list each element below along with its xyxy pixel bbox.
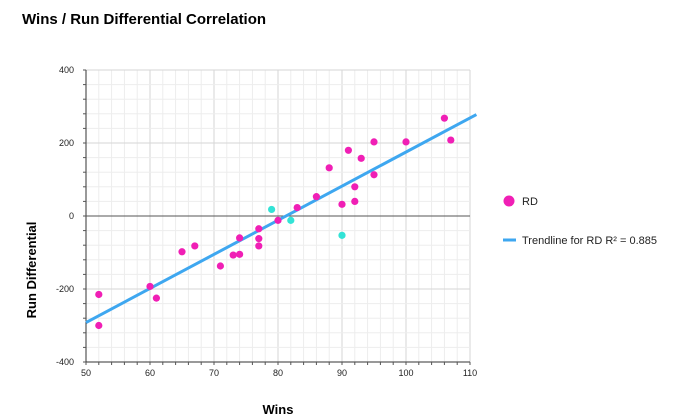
y-tick-label: 200 [59,138,74,148]
y-tick-label: 400 [59,65,74,75]
data-point[interactable] [325,164,333,172]
data-point[interactable] [447,136,455,144]
legend: RD Trendline for RD R² = 0.885 [503,195,657,247]
data-point[interactable] [293,204,301,212]
axes [83,69,471,365]
data-point[interactable] [236,234,244,242]
y-axis-title: Run Differential [24,222,39,319]
data-point[interactable] [370,138,378,146]
x-tick-label: 80 [273,368,283,378]
data-point[interactable] [255,225,263,233]
y-tick-label: -400 [56,357,74,367]
chart-title: Wins / Run Differential Correlation [22,11,266,28]
x-tick-label: 100 [398,368,413,378]
data-point[interactable] [357,154,365,162]
x-tick-label: 90 [337,368,347,378]
data-point[interactable] [440,114,448,122]
legend-marker-rd [503,195,515,207]
x-tick-label: 70 [209,368,219,378]
data-point[interactable] [216,262,224,270]
data-point[interactable] [351,197,359,205]
trendline [85,113,478,324]
data-point[interactable] [338,200,346,208]
data-point[interactable] [236,250,244,258]
data-point[interactable] [344,146,352,154]
legend-label-trendline: Trendline for RD R² = 0.885 [522,235,657,247]
y-tick-label: 0 [69,211,74,221]
trendline-line [85,113,478,324]
data-point[interactable] [95,290,103,299]
data-point[interactable] [312,193,320,201]
data-point[interactable] [229,251,237,259]
data-point-highlighted[interactable] [287,216,295,224]
data-point[interactable] [351,183,359,191]
data-point[interactable] [152,294,160,302]
data-point[interactable] [95,321,103,330]
data-points [95,114,455,330]
data-point[interactable] [274,216,282,224]
tick-labels: 50 60 70 80 90 100 110 -400 -200 0 200 400 [56,65,477,378]
y-tick-label: -200 [56,284,74,294]
x-axis-title: Wins [263,402,294,417]
x-tick-label: 60 [145,368,155,378]
data-point[interactable] [255,235,263,243]
data-point[interactable] [178,248,186,256]
data-point-highlighted[interactable] [268,205,276,214]
data-point[interactable] [146,282,154,291]
x-tick-label: 110 [463,368,477,378]
data-point-highlighted[interactable] [338,231,346,239]
data-point[interactable] [255,242,263,250]
x-tick-label: 50 [81,368,91,378]
data-point[interactable] [370,171,378,179]
data-point[interactable] [402,138,410,146]
legend-label-rd: RD [522,196,538,208]
data-point[interactable] [191,242,199,250]
